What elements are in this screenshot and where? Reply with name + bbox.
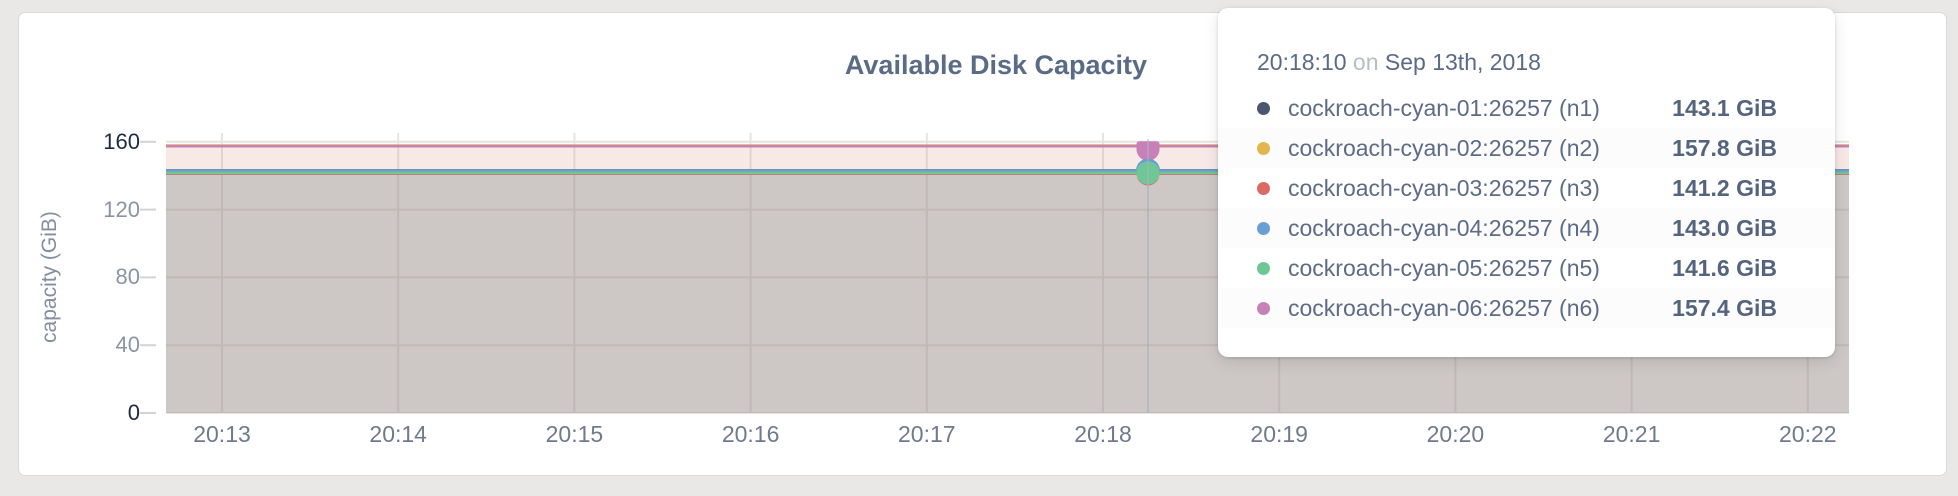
y-tick-label: 120 bbox=[103, 196, 140, 222]
tooltip-on-word: on bbox=[1352, 49, 1379, 75]
series-name: cockroach-cyan-02:26257 (n2) bbox=[1288, 134, 1600, 161]
x-tick-label: 20:22 bbox=[1779, 421, 1837, 447]
tooltip-row: cockroach-cyan-06:26257 (n6) 157.4 GiB bbox=[1218, 288, 1835, 328]
series-color-dot bbox=[1257, 301, 1270, 315]
series-color-dot bbox=[1257, 141, 1270, 155]
x-tick-label: 20:18 bbox=[1074, 421, 1132, 447]
series-value: 143.0 GiB bbox=[1672, 214, 1777, 241]
tooltip-row: cockroach-cyan-05:26257 (n5) 141.6 GiB bbox=[1218, 248, 1835, 288]
series-name: cockroach-cyan-05:26257 (n5) bbox=[1288, 254, 1600, 281]
x-tick-label: 20:14 bbox=[369, 421, 427, 447]
y-tick-label: 0 bbox=[127, 400, 140, 425]
tooltip-rows: cockroach-cyan-01:26257 (n1) 143.1 GiB c… bbox=[1218, 88, 1835, 328]
series-value: 141.6 GiB bbox=[1672, 254, 1777, 281]
x-tick-label: 20:19 bbox=[1250, 421, 1308, 447]
series-value: 143.1 GiB bbox=[1672, 94, 1777, 121]
x-tick-label: 20:15 bbox=[545, 421, 604, 447]
tooltip-time: 20:18:10 bbox=[1257, 49, 1347, 75]
chart-tooltip: 20:18:10 on Sep 13th, 2018 cockroach-cya… bbox=[1218, 8, 1835, 357]
tooltip-row: cockroach-cyan-02:26257 (n2) 157.8 GiB bbox=[1218, 128, 1835, 168]
series-value: 141.2 GiB bbox=[1672, 174, 1777, 201]
tooltip-header: 20:18:10 on Sep 13th, 2018 bbox=[1257, 50, 1835, 74]
x-tick-label: 20:13 bbox=[193, 421, 251, 447]
series-color-dot bbox=[1257, 181, 1270, 195]
series-color-dot bbox=[1257, 221, 1270, 235]
tooltip-date: Sep 13th, 2018 bbox=[1384, 49, 1541, 75]
x-tick-label: 20:21 bbox=[1602, 421, 1661, 447]
x-tick-label: 20:20 bbox=[1426, 421, 1485, 447]
x-tick-label: 20:17 bbox=[898, 421, 956, 447]
chart-title: Available Disk Capacity bbox=[844, 50, 1148, 80]
series-name: cockroach-cyan-03:26257 (n3) bbox=[1288, 174, 1600, 201]
series-color-dot bbox=[1257, 101, 1270, 115]
series-name: cockroach-cyan-01:26257 (n1) bbox=[1288, 94, 1600, 121]
y-tick-label: 160 bbox=[103, 128, 140, 154]
tooltip-row: cockroach-cyan-01:26257 (n1) 143.1 GiB bbox=[1218, 88, 1835, 128]
series-value: 157.8 GiB bbox=[1672, 134, 1777, 161]
series-name: cockroach-cyan-04:26257 (n4) bbox=[1288, 214, 1600, 241]
y-tick-label: 80 bbox=[115, 264, 140, 290]
x-tick-label: 20:16 bbox=[721, 421, 780, 447]
y-tick-label: 40 bbox=[115, 332, 140, 358]
series-name: cockroach-cyan-06:26257 (n6) bbox=[1288, 294, 1600, 321]
series-value: 157.4 GiB bbox=[1672, 294, 1777, 321]
tooltip-row: cockroach-cyan-04:26257 (n4) 143.0 GiB bbox=[1218, 208, 1835, 248]
series-color-dot bbox=[1257, 261, 1270, 275]
tooltip-row: cockroach-cyan-03:26257 (n3) 141.2 GiB bbox=[1218, 168, 1835, 208]
